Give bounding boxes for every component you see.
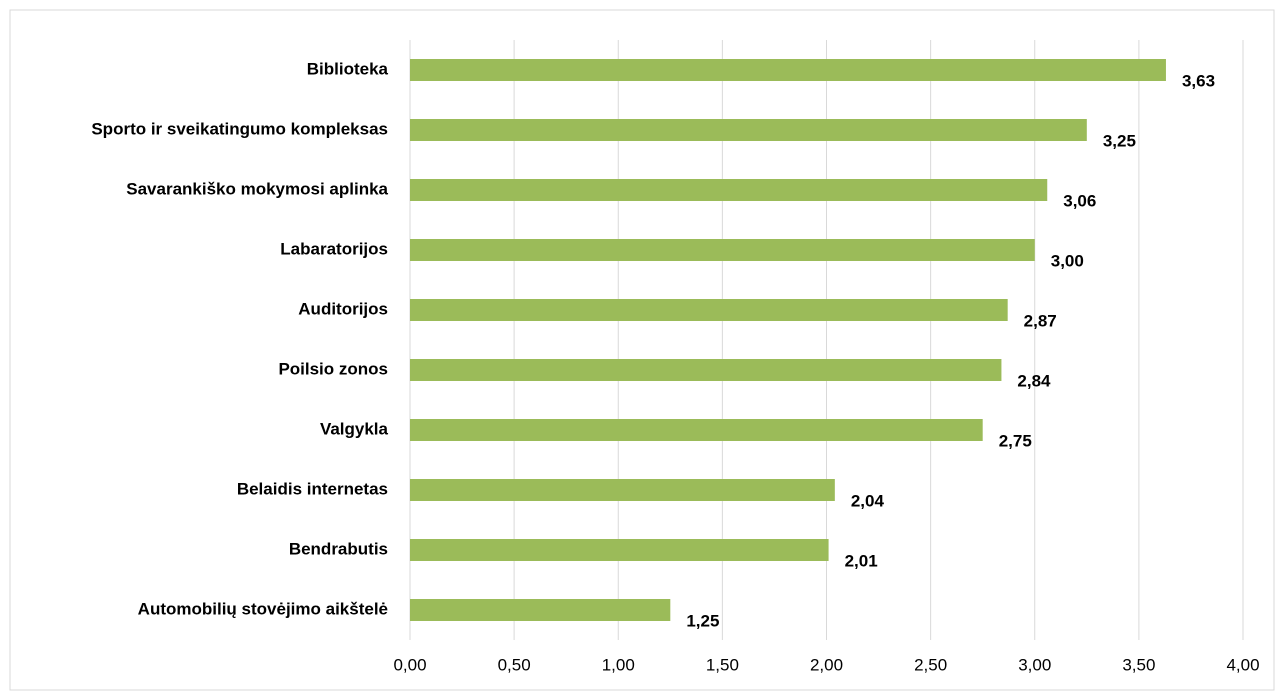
x-tick-label: 0,50	[498, 655, 531, 674]
y-tick-label: Poilsio zonos	[278, 359, 388, 378]
y-tick-label: Auditorijos	[298, 299, 388, 318]
bar	[410, 419, 983, 441]
chart-border	[9, 9, 1275, 691]
y-tick-label: Savarankiško mokymosi aplinka	[126, 179, 388, 198]
bar	[410, 119, 1087, 141]
y-tick-label: Valgykla	[320, 419, 389, 438]
value-label: 3,06	[1063, 191, 1096, 210]
value-label: 2,75	[999, 431, 1032, 450]
x-tick-label: 2,00	[810, 655, 843, 674]
bar	[410, 599, 671, 621]
y-tick-label: Bendrabutis	[289, 539, 388, 558]
y-tick-label: Automobilių stovėjimo aikštelė	[138, 599, 388, 618]
value-label: 1,25	[686, 611, 719, 630]
value-label: 2,84	[1017, 371, 1051, 390]
x-tick-label: 2,50	[914, 655, 947, 674]
value-label: 2,01	[845, 551, 878, 570]
y-tick-label: Labaratorijos	[280, 239, 388, 258]
value-label: 3,63	[1182, 71, 1215, 90]
value-label: 2,87	[1024, 311, 1057, 330]
y-tick-label: Biblioteka	[307, 59, 389, 78]
x-tick-label: 4,00	[1226, 655, 1259, 674]
x-tick-label: 1,00	[602, 655, 635, 674]
x-tick-label: 1,50	[706, 655, 739, 674]
bar	[410, 59, 1166, 81]
x-tick-label: 0,00	[393, 655, 426, 674]
bar	[410, 179, 1048, 201]
value-label: 3,00	[1051, 251, 1084, 270]
bar	[410, 299, 1008, 321]
bar	[410, 539, 829, 561]
y-tick-label: Belaidis internetas	[237, 479, 388, 498]
x-tick-label: 3,50	[1122, 655, 1155, 674]
x-tick-label: 3,00	[1018, 655, 1051, 674]
bar	[410, 239, 1035, 261]
bar	[410, 479, 835, 501]
bar	[410, 359, 1002, 381]
value-label: 2,04	[851, 491, 885, 510]
value-label: 3,25	[1103, 131, 1136, 150]
y-tick-label: Sporto ir sveikatingumo kompleksas	[91, 119, 388, 138]
